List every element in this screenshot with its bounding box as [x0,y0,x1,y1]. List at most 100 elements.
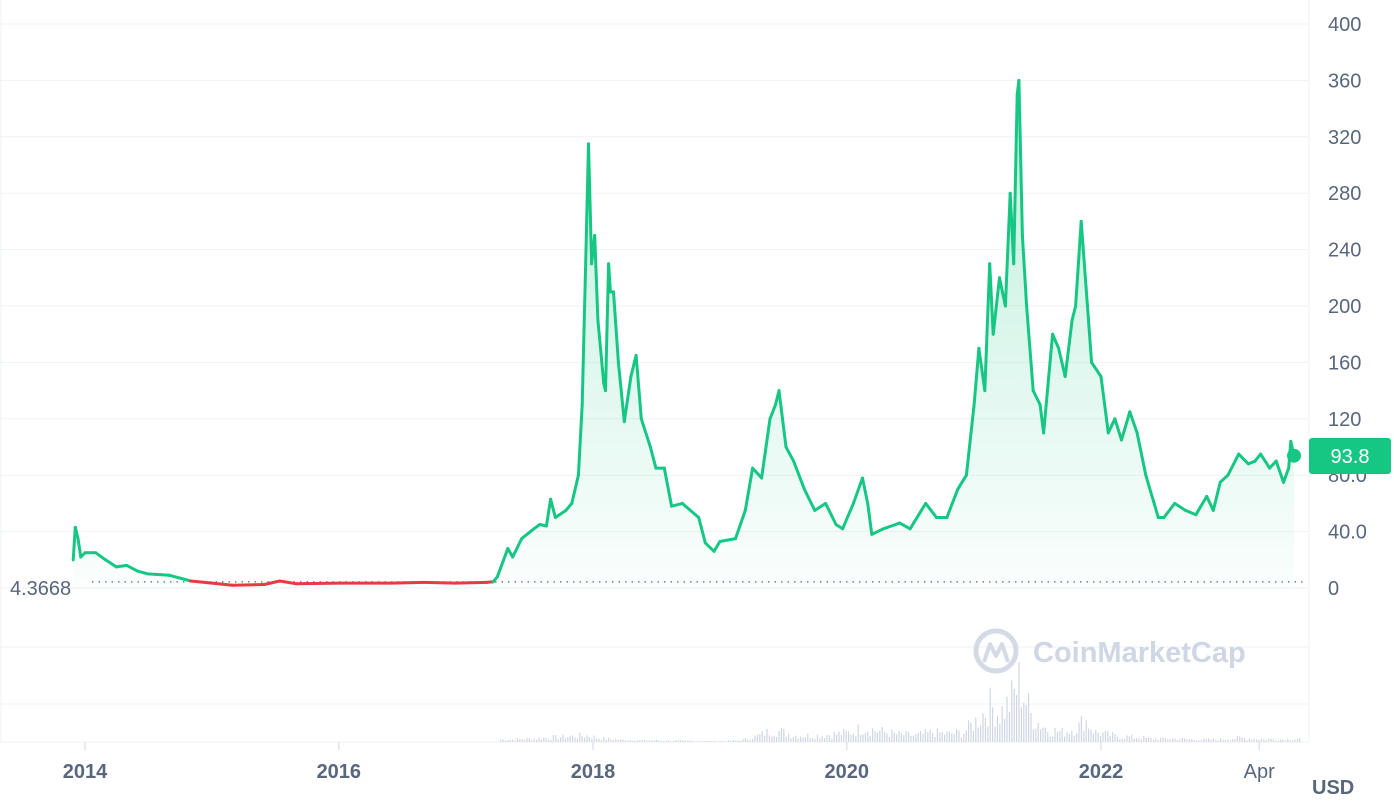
price-line-segment-up [1042,332,1055,435]
volume-bar [1241,737,1243,742]
volume-bar [1172,738,1174,742]
volume-bar [1174,738,1176,742]
volume-bar [826,734,828,742]
volume-bar [896,734,898,742]
price-line-segment-up [576,403,584,477]
volume-bar [744,738,746,742]
volume-bar [687,740,689,742]
volume-bar [1124,738,1126,742]
price-line-segment-up [991,276,1001,336]
volume-bar [862,734,864,742]
volume-bar [641,740,643,742]
volume-bar [876,732,878,742]
volume-bar [1210,739,1212,742]
volume-bar [790,738,792,742]
volume-bar [548,739,550,742]
volume-bar [588,737,590,742]
volume-bar [677,740,679,742]
volume-bar [1164,738,1166,742]
volume-bar [900,733,902,742]
price-line-segment-up [972,346,981,407]
volume-bar [956,729,958,742]
x-tick-label: 2014 [63,761,108,783]
volume-bar [1059,731,1061,742]
volume-bar [963,733,965,742]
price-line-segment-up [1012,93,1019,266]
volume-bar [1116,736,1118,742]
volume-bar [884,731,886,742]
y-tick-label: 0 [1328,578,1339,600]
volume-bar [932,733,934,742]
volume-bar [785,736,787,742]
price-line-segment-up [1025,304,1035,393]
volume-bar [891,729,893,742]
volume-bar [869,736,871,742]
price-line-segment-up [114,563,129,569]
volume-bar [965,730,967,742]
volume-bar [1076,733,1078,742]
y-tick-label: 200 [1328,296,1361,318]
volume-bar [593,735,595,742]
volume-bar [1042,727,1044,742]
volume-bar [881,727,883,742]
price-line-segment-up [784,445,796,463]
price-line-segment-up [639,417,652,449]
volume-bar [833,731,835,742]
volume-bar [840,735,842,742]
price-line-segment-up [587,142,594,266]
volume-bar [648,740,650,742]
price-line-segment-up [983,262,992,393]
volume-bar [737,740,739,742]
volume-bar [960,737,962,742]
price-line-segment-down [294,581,341,586]
volume-bar [584,737,586,742]
volume-bar [576,738,578,742]
price-line-segment-up [1135,431,1148,477]
price-line-segment-up [1003,191,1012,308]
volume-bar [653,740,655,742]
price-line-segment-up [612,290,620,364]
volume-bar [1016,694,1018,742]
volume-bar [557,739,559,742]
volume-bar [1061,727,1063,742]
price-line-segment-up [125,563,139,573]
volume-bar [977,727,979,742]
price-line-segment-up [924,501,938,519]
volume-bar [1275,740,1277,742]
coinmarketcap-logo-icon [973,628,1019,674]
volume-bar [1083,730,1085,742]
volume-bar [1234,738,1236,742]
volume-bar [586,735,588,742]
volume-bar [1131,734,1133,742]
volume-bar [953,733,955,742]
volume-bar [672,741,674,742]
volume-bar [972,730,974,742]
volume-bar [1112,732,1114,742]
price-line-segment-up [866,501,874,536]
price-line-segment-up [73,525,80,541]
volume-bar [780,728,782,742]
volume-bar [804,737,806,742]
volume-bar [1085,720,1087,742]
price-line-segment-up [1017,78,1024,237]
volume-bar [1258,739,1260,742]
volume-bar [864,733,866,742]
x-tick-label: Apr [1244,761,1275,783]
volume-bar [816,734,818,742]
volume-bar [620,739,622,742]
last-price-dot [1287,448,1301,463]
volume-bar [1080,716,1082,742]
volume-bar [984,717,986,742]
price-line-segment-up [1057,346,1067,378]
volume-bar [720,741,722,742]
volume-bar [569,736,571,742]
volume-bar [1095,729,1097,742]
price-line-segment-up [1184,508,1198,517]
volume-bar [1028,693,1030,742]
volume-bar [1256,739,1258,742]
price-line-segment-up [703,541,716,553]
volume-bar [1013,688,1015,742]
price-line-segment-up [146,572,171,577]
volume-bar [778,730,780,742]
price-line-segment-up [824,501,838,526]
